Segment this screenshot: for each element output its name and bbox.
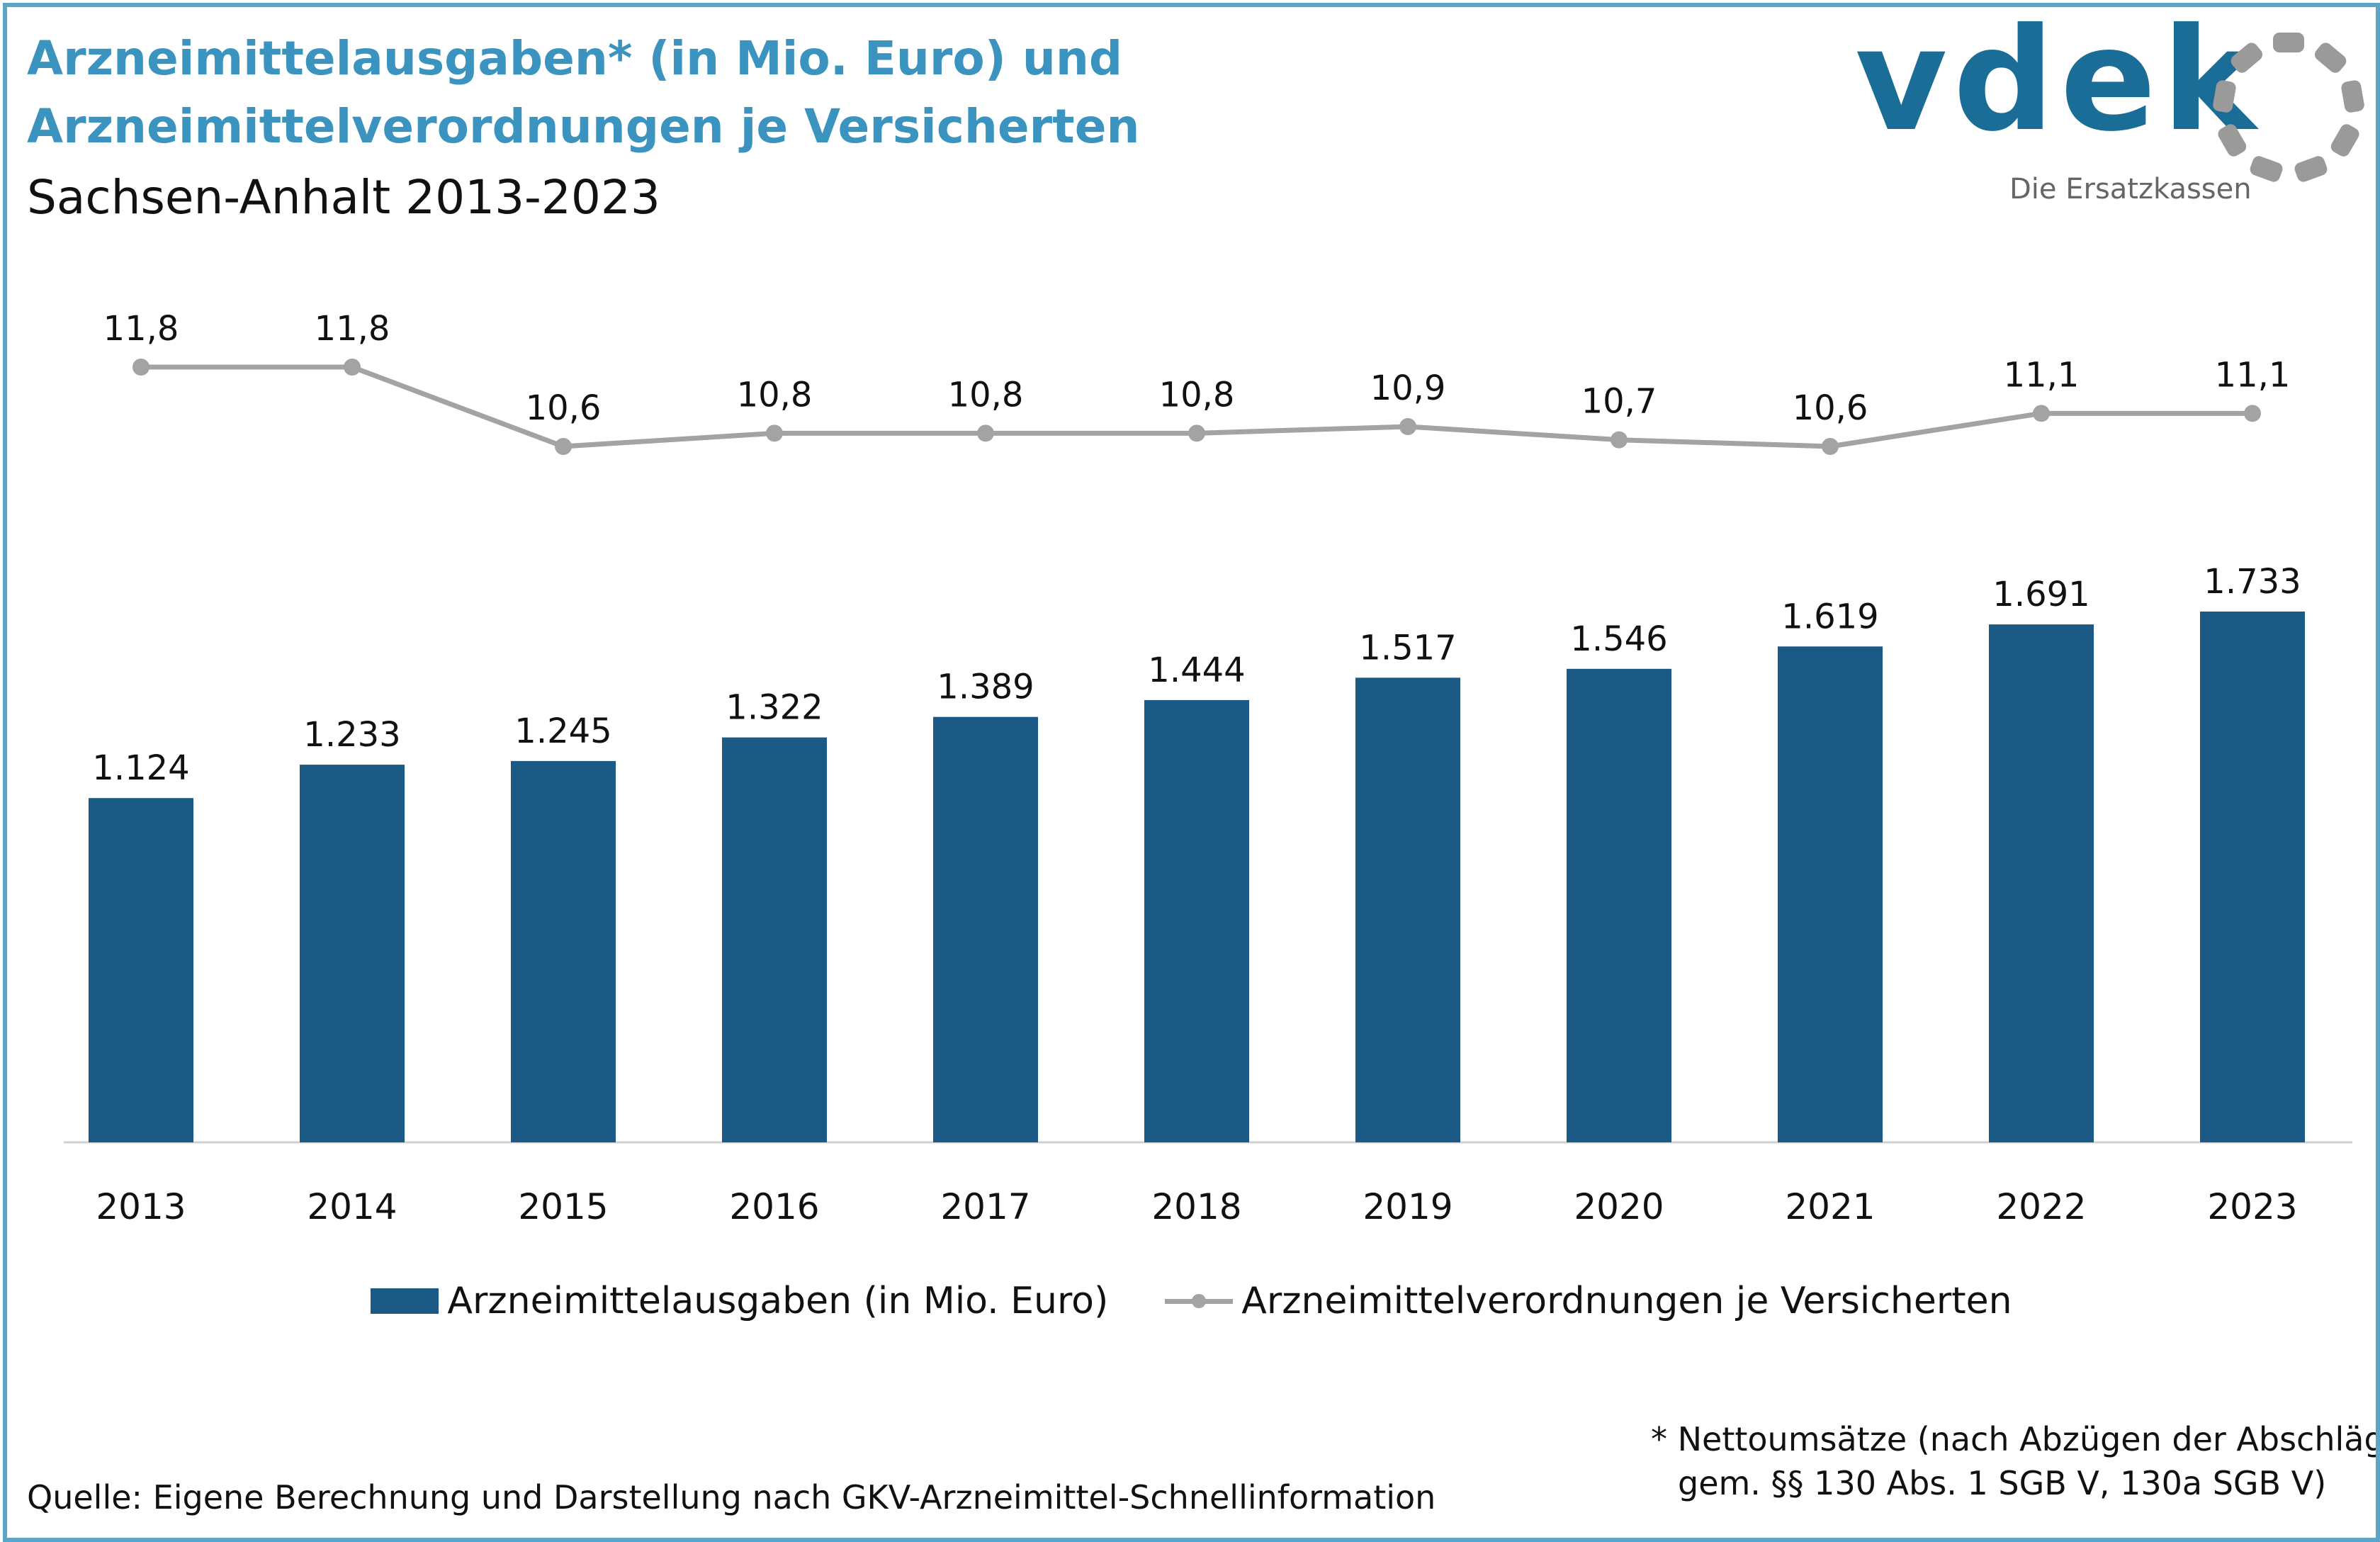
chart-legend: Arzneimittelausgaben (in Mio. Euro) Arzn… [7,1280,2376,1322]
footnote-line1: * Nettoumsätze (nach Abzügen der Abschlä… [1651,1420,2380,1458]
bar-value-label-2021: 1.619 [1781,597,1878,636]
legend-item-line: Arzneimittelverordnungen je Versicherten [1165,1280,2012,1322]
bar-2013 [89,798,193,1142]
line-value-label-2023: 11,1 [2215,355,2291,395]
bar-value-label-2022: 1.691 [1992,575,2089,614]
line-point-2019 [1399,418,1416,435]
chart-frame: Arzneimittelausgaben* (in Mio. Euro) und… [3,3,2380,1542]
line-point-2023 [2244,405,2261,422]
logo-ring-stone [2218,124,2247,157]
line-point-2016 [766,424,783,442]
line-value-label-2016: 10,8 [737,375,813,415]
logo-ring-stone [2230,43,2263,73]
chart-title-line1: Arzneimittelausgaben* (in Mio. Euro) und [27,31,1123,86]
x-tick-2018: 2018 [1151,1186,1241,1227]
source-note: Quelle: Eigene Berechnung und Darstellun… [27,1478,1436,1516]
logo-ring-stone [2341,80,2364,113]
bar-value-label-2014: 1.233 [303,715,400,755]
bar-value-label-2016: 1.322 [726,688,823,728]
line-point-2015 [555,438,572,455]
line-value-label-2022: 11,1 [2004,355,2080,395]
logo-wordmark: vdek [1855,3,2262,163]
bar-2021 [1778,646,1883,1142]
x-tick-2022: 2022 [1996,1186,2086,1227]
line-point-2021 [1822,438,1839,455]
bar-2016 [722,737,827,1142]
footnote: * Nettoumsätze (nach Abzügen der Abschlä… [1651,1417,2380,1505]
line-point-2018 [1188,424,1205,442]
bar-value-label-2015: 1.245 [514,711,611,751]
footnote-line2: gem. §§ 130 Abs. 1 SGB V, 130a SGB V) [1678,1464,2327,1502]
line-value-label-2017: 10,8 [948,375,1024,415]
logo-ring-stone [2330,124,2359,157]
chart-title-line2: Arzneimittelverordnungen je Versicherten [27,99,1140,154]
logo-tagline: Die Ersatzkassen [2009,173,2252,206]
line-value-label-2014: 11,8 [315,309,390,349]
x-tick-2021: 2021 [1785,1186,1875,1227]
x-tick-2015: 2015 [518,1186,608,1227]
legend-label-bar: Arzneimittelausgaben (in Mio. Euro) [447,1280,1109,1322]
chart-subtitle: Sachsen-Anhalt 2013-2023 [27,170,660,225]
line-point-2014 [344,359,361,376]
bar-2023 [2200,612,2305,1142]
legend-item-bar: Arzneimittelausgaben (in Mio. Euro) [371,1280,1108,1322]
logo-ring-stone [2213,80,2236,113]
vdek-logo: vdek Die Ersatzkassen [1849,10,2374,214]
logo-ring-stone [2314,43,2347,73]
logo-ring-stone [2250,156,2283,182]
line-point-2020 [1611,431,1628,449]
line-value-label-2018: 10,8 [1159,375,1235,415]
logo-ring-stone [2273,33,2304,52]
line-point-2017 [977,424,994,442]
x-tick-2016: 2016 [729,1186,819,1227]
bar-value-label-2020: 1.546 [1570,619,1667,659]
bar-value-label-2019: 1.517 [1359,628,1456,668]
bar-value-label-2018: 1.444 [1148,651,1245,690]
logo-ring-stone [2294,156,2328,182]
bar-value-label-2017: 1.389 [937,668,1034,707]
bar-2018 [1144,699,1249,1142]
x-tick-2017: 2017 [940,1186,1030,1227]
combo-chart: 1.124 2013 1.233 2014 1.245 2015 1.322 2016 1.38… [64,309,2352,1227]
bar-2014 [300,765,405,1142]
bar-2017 [933,716,1038,1142]
legend-swatch-line [1165,1287,1234,1315]
line-value-label-2021: 10,6 [1793,388,1868,428]
line-point-2022 [2033,405,2050,422]
bar-2019 [1355,677,1460,1142]
line-value-label-2020: 10,7 [1581,382,1657,422]
bar-2022 [1989,624,2094,1142]
line-value-label-2015: 10,6 [526,388,602,428]
x-tick-2014: 2014 [307,1186,397,1227]
bar-value-label-2023: 1.733 [2204,562,2301,602]
x-tick-2020: 2020 [1574,1186,1664,1227]
bar-2015 [511,760,616,1142]
bar-value-label-2013: 1.124 [92,748,189,788]
line-point-2013 [132,359,150,376]
logo-ring-icon [2213,33,2364,182]
x-tick-2019: 2019 [1363,1186,1453,1227]
bar-2020 [1567,668,1671,1142]
x-tick-2023: 2023 [2207,1186,2297,1227]
legend-label-line: Arzneimittelverordnungen je Versicherten [1241,1280,2012,1322]
legend-swatch-bar [371,1288,439,1314]
line-value-label-2019: 10,9 [1370,368,1446,408]
x-tick-2013: 2013 [96,1186,186,1227]
line-value-label-2013: 11,8 [103,309,179,349]
